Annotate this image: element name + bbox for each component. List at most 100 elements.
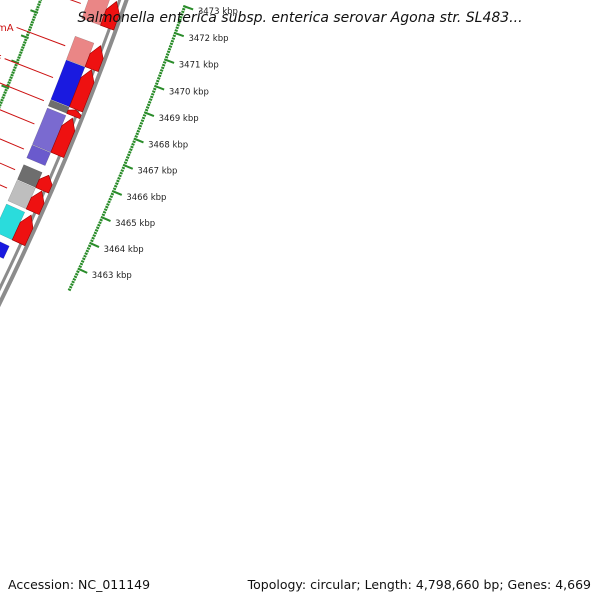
outer-minor-tick — [168, 45, 173, 48]
inner-minor-tick — [36, 5, 40, 9]
outer-minor-tick — [91, 236, 95, 240]
gene-dusB[interactable] — [81, 0, 120, 31]
gene-block[interactable] — [0, 203, 26, 241]
outer-minor-tick — [131, 142, 135, 146]
inner-minor-tick — [27, 28, 32, 32]
tick-label: 3465 kbp — [115, 219, 155, 229]
outer-minor-tick — [106, 202, 110, 206]
gene-label-leader — [0, 138, 25, 150]
gene-labels: fisdusBprmApanFSeAg_B3572accCaccBSeAg_B3… — [0, 0, 81, 189]
gene-SeAg_B3567[interactable] — [0, 203, 34, 247]
outer-minor-tick — [123, 161, 128, 165]
inner-minor-tick — [17, 56, 21, 60]
gene-label-leader — [69, 0, 81, 4]
outer-minor-tick — [118, 174, 122, 178]
outer-minor-tick — [97, 223, 101, 227]
outer-minor-tick — [176, 23, 180, 27]
outer-minor-tick — [67, 288, 72, 292]
gene-block[interactable] — [7, 179, 36, 210]
gene-accB[interactable] — [26, 144, 51, 167]
outer-minor-tick — [102, 210, 107, 214]
gene-SeAg_B3569[interactable] — [17, 164, 53, 194]
gene-block[interactable] — [17, 164, 43, 188]
outer-minor-tick — [117, 176, 121, 180]
gene-label[interactable]: panF — [0, 54, 2, 65]
major-tick — [144, 111, 155, 117]
gene-label-leader — [0, 162, 16, 171]
tick-label: 3466 kbp — [126, 193, 166, 203]
outer-minor-tick — [78, 265, 83, 269]
gene-block[interactable] — [26, 144, 51, 167]
inner-minor-tick — [33, 13, 37, 17]
outer-minor-tick — [99, 218, 103, 222]
outer-minor-tick — [136, 129, 141, 133]
gene-prmA[interactable] — [66, 35, 104, 73]
major-tick — [154, 85, 165, 91]
gene-accC[interactable] — [32, 107, 76, 159]
gene-block[interactable] — [0, 238, 10, 259]
gene-label-leader — [0, 184, 8, 189]
outer-minor-tick — [146, 103, 151, 107]
major-tick — [89, 242, 100, 248]
inner-minor-tick — [31, 18, 36, 22]
outer-minor-tick — [169, 42, 174, 46]
outer-minor-tick — [73, 275, 78, 279]
genome-stats-label: Topology: circular; Length: 4,798,660 bp… — [247, 577, 591, 592]
outer-minor-tick — [116, 179, 120, 183]
inner-minor-tick — [19, 51, 23, 55]
map-title: Salmonella enterica subsp. enterica sero… — [77, 10, 523, 26]
inner-minor-tick — [32, 15, 36, 19]
outer-minor-tick — [103, 208, 108, 212]
gene-block[interactable] — [47, 99, 70, 114]
inner-minor-tick — [8, 78, 12, 82]
tick-label: 3463 kbp — [92, 271, 132, 281]
outer-minor-tick — [82, 257, 86, 261]
gene-panF[interactable] — [50, 59, 95, 113]
outer-minor-tick — [139, 121, 144, 125]
gene-label[interactable]: prmA — [0, 23, 14, 34]
outer-minor-tick — [175, 26, 179, 30]
outer-minor-tick — [125, 155, 130, 159]
outer-minor-tick — [151, 90, 156, 94]
outer-minor-tick — [83, 254, 87, 258]
major-tick — [133, 137, 144, 144]
outer-minor-tick — [179, 15, 183, 19]
outer-minor-tick — [98, 221, 102, 225]
gene-features — [0, 0, 120, 259]
gene-block[interactable] — [66, 35, 95, 67]
outer-minor-tick — [149, 95, 154, 99]
inner-minor-tick — [10, 73, 14, 77]
outer-minor-tick — [94, 228, 99, 232]
inner-minor-tick — [7, 81, 11, 85]
outer-minor-tick — [71, 280, 75, 284]
inner-major-tick — [11, 59, 20, 65]
tick-label: 3464 kbp — [104, 245, 144, 255]
outer-minor-tick — [126, 153, 131, 157]
outer-minor-tick — [138, 124, 143, 128]
outer-minor-tick — [159, 68, 164, 72]
outer-minor-tick — [101, 213, 106, 217]
outer-minor-tick — [93, 231, 98, 235]
inner-minor-tick — [29, 23, 34, 27]
inner-minor-tick — [13, 66, 17, 70]
outer-minor-tick — [70, 283, 74, 287]
gene-SeAg_B3568[interactable] — [7, 179, 45, 216]
outer-minor-tick — [166, 50, 171, 54]
gene-SeAg_B3572[interactable] — [47, 99, 82, 120]
strand-arrow — [50, 117, 76, 159]
inner-minor-tick — [21, 46, 25, 49]
outer-minor-tick — [172, 34, 177, 38]
outer-minor-tick — [109, 195, 114, 199]
major-tick — [173, 31, 185, 38]
outer-minor-tick — [162, 61, 167, 64]
inner-minor-tick — [22, 43, 26, 47]
outer-minor-tick — [180, 13, 184, 16]
inner-minor-tick — [12, 68, 16, 72]
outer-minor-tick — [113, 184, 118, 188]
gene-unlabeled[interactable] — [0, 238, 10, 259]
outer-minor-tick — [68, 285, 73, 289]
outer-minor-tick — [142, 113, 147, 117]
inner-minor-tick — [4, 88, 8, 92]
